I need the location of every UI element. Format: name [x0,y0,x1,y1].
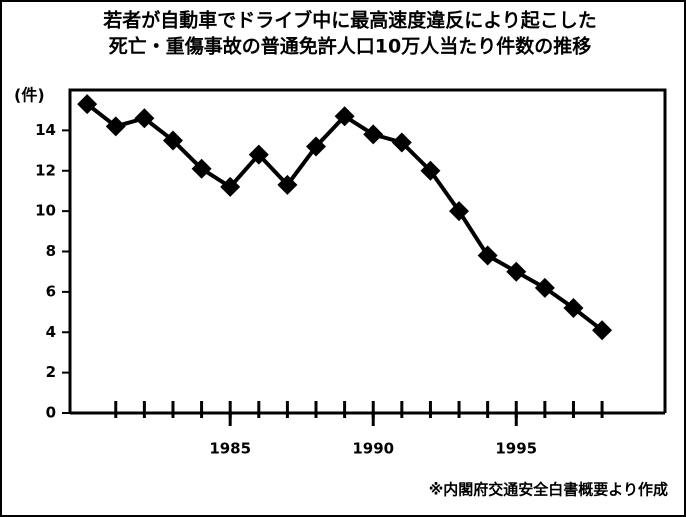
data-marker [534,277,555,298]
x-tick-label: 1985 [209,440,251,458]
x-tick-label: 1995 [495,440,537,458]
data-marker [248,144,269,165]
data-marker [563,298,584,319]
y-tick-label: 14 [35,121,56,139]
y-tick-label: 12 [35,161,56,179]
data-marker [592,320,613,341]
data-marker [134,108,155,129]
y-tick-label: 6 [46,282,56,300]
data-marker [191,158,212,179]
x-tick-label: 1990 [352,440,394,458]
data-marker [306,136,327,157]
chart-title: 若者が自動車でドライブ中に最高速度違反により起こした [103,9,597,32]
data-marker [334,106,355,127]
data-marker [506,261,527,282]
data-marker [449,201,470,222]
data-marker [391,132,412,153]
source-note: ※内閣府交通安全白書概要より作成 [429,481,668,499]
y-tick-label: 10 [35,202,56,220]
data-marker [363,124,384,145]
data-marker [420,160,441,181]
chart-title: 死亡・重傷事故の普通免許人口10万人当たり件数の推移 [109,35,591,58]
y-tick-label: 4 [46,323,56,341]
data-marker [277,174,298,195]
data-marker [162,130,183,151]
data-marker [220,176,241,197]
y-tick-label: 0 [46,404,56,422]
y-tick-label: 8 [46,242,56,260]
y-tick-label: 2 [46,363,56,381]
data-marker [77,94,98,115]
y-axis-label: (件) [14,86,45,105]
data-marker [477,245,498,266]
data-marker [105,116,126,137]
